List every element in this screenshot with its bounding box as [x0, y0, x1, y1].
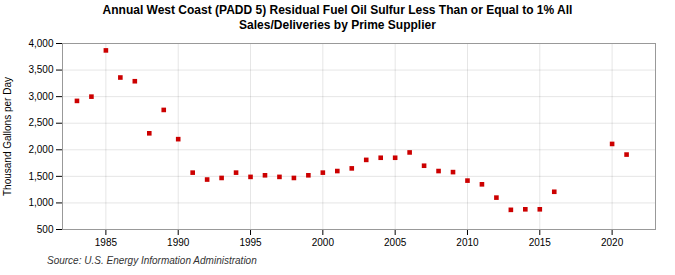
svg-text:1,000: 1,000	[28, 197, 53, 208]
svg-text:3,500: 3,500	[28, 64, 53, 75]
html-text:Source: U.S. Energy Informatio: Source: U.S. Energy Information Administ…	[47, 255, 257, 266]
svg-text:1995: 1995	[239, 237, 262, 248]
svg-text:4,000: 4,000	[28, 38, 53, 49]
svg-text:2010: 2010	[456, 237, 479, 248]
svg-text:1990: 1990	[167, 237, 190, 248]
svg-text:2,000: 2,000	[28, 144, 53, 155]
svg-text:500: 500	[37, 224, 54, 235]
svg-text:1985: 1985	[95, 237, 118, 248]
svg-text:Thousand Gallons per Day: Thousand Gallons per Day	[2, 77, 13, 196]
svg-text:1,500: 1,500	[28, 171, 53, 182]
svg-text:2000: 2000	[312, 237, 335, 248]
svg-text:2020: 2020	[601, 237, 624, 248]
svg-text:2005: 2005	[384, 237, 407, 248]
svg-text:2,500: 2,500	[28, 117, 53, 128]
svg-text:3,000: 3,000	[28, 91, 53, 102]
html-text:Annual West Coast (PADD 5) Res: Annual West Coast (PADD 5) Residual Fuel…	[102, 3, 573, 32]
svg-text:2015: 2015	[529, 237, 552, 248]
